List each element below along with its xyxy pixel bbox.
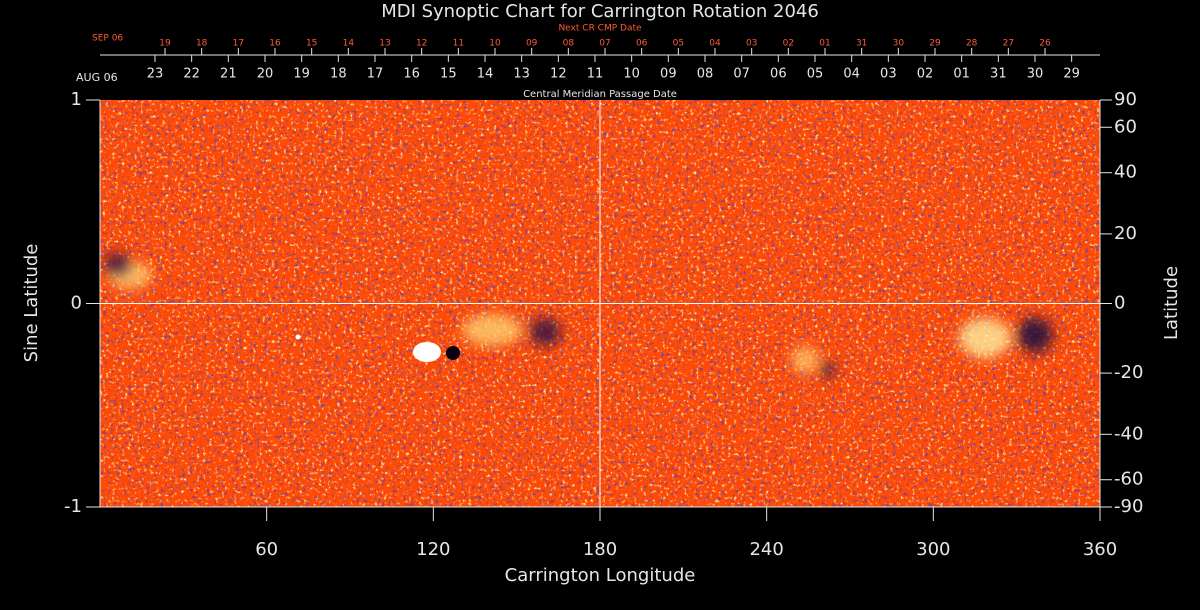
date-label: 26	[1039, 39, 1051, 49]
region	[462, 314, 522, 346]
y-tick-label: 0	[71, 293, 82, 314]
y2-axis-label: Latitude	[1161, 266, 1182, 340]
date-label: 12	[416, 39, 427, 49]
y2-tick-label: 40	[1114, 162, 1137, 183]
date-axis-label: Central Meridian Passage Date	[523, 89, 677, 100]
region	[529, 318, 561, 346]
date-label: 18	[330, 67, 347, 82]
y-tick-label: 1	[71, 89, 82, 110]
y2-tick-label: 60	[1114, 116, 1137, 137]
date-label: 09	[660, 67, 677, 82]
y2-tick-label: 20	[1114, 223, 1137, 244]
top-axis-label: Next CR CMP Date	[558, 24, 642, 34]
date-label: 08	[563, 39, 575, 49]
y-axis-label: Sine Latitude	[21, 244, 42, 363]
y2-tick-label: -40	[1114, 423, 1143, 444]
date-label: 15	[440, 67, 457, 82]
date-label: 20	[257, 67, 274, 82]
y2-tick-label: -90	[1114, 496, 1143, 517]
y2-tick-label: -20	[1114, 362, 1143, 383]
date-label: 09	[526, 39, 538, 49]
date-label: 01	[953, 67, 970, 82]
date-axis-start: AUG 06	[76, 71, 118, 84]
date-label: 05	[673, 39, 684, 49]
region	[1017, 317, 1053, 353]
region	[959, 318, 1011, 358]
date-label: 11	[453, 39, 464, 49]
date-label: 29	[1063, 67, 1080, 82]
date-label: 23	[147, 67, 164, 82]
date-label: 12	[550, 67, 567, 82]
date-label: 19	[159, 39, 171, 49]
date-label: 17	[367, 67, 384, 82]
date-label: 06	[636, 39, 648, 49]
x-tick-label: 360	[1083, 539, 1117, 560]
date-label: 03	[880, 67, 897, 82]
date-label: 16	[403, 67, 420, 82]
date-label: 30	[893, 39, 905, 49]
x-axis-label: Carrington Longitude	[505, 565, 696, 586]
date-label: 21	[220, 67, 237, 82]
date-label: 11	[587, 67, 604, 82]
x-tick-label: 240	[749, 539, 783, 560]
sunspot-positive	[413, 342, 441, 362]
date-label: 07	[733, 67, 750, 82]
date-label: 15	[306, 39, 317, 49]
date-label: 14	[477, 67, 494, 82]
region	[820, 362, 836, 378]
date-label: 31	[856, 39, 867, 49]
date-label: 02	[917, 67, 934, 82]
date-label: 07	[599, 39, 610, 49]
date-label: 01	[819, 39, 830, 49]
top-axis-start: SEP 06	[92, 34, 123, 44]
date-label: 16	[269, 39, 281, 49]
date-label: 29	[929, 39, 941, 49]
date-label: 27	[1003, 39, 1014, 49]
date-label: 14	[343, 39, 355, 49]
date-label: 31	[990, 67, 1007, 82]
date-label: 17	[233, 39, 244, 49]
sunspot-negative	[446, 346, 460, 360]
x-tick-label: 300	[916, 539, 950, 560]
date-label: 13	[513, 67, 530, 82]
date-label: 19	[293, 67, 310, 82]
x-tick-label: 180	[583, 539, 617, 560]
region	[104, 253, 132, 277]
date-label: 02	[783, 39, 794, 49]
date-label: 10	[489, 39, 501, 49]
date-label: 28	[966, 39, 978, 49]
date-label: 13	[379, 39, 390, 49]
x-tick-label: 60	[255, 539, 278, 560]
y2-tick-label: 90	[1114, 89, 1137, 110]
date-label: 10	[623, 67, 640, 82]
date-label: 05	[807, 67, 824, 82]
y2-tick-label: 0	[1114, 293, 1125, 314]
date-label: 04	[709, 39, 721, 49]
date-label: 18	[196, 39, 208, 49]
date-label: 22	[183, 67, 200, 82]
y2-tick-label: -60	[1114, 469, 1143, 490]
region	[791, 346, 819, 374]
date-label: 30	[1027, 67, 1044, 82]
active-regions	[104, 253, 1053, 378]
x-tick-label: 120	[416, 539, 450, 560]
chart-title: MDI Synoptic Chart for Carrington Rotati…	[381, 1, 819, 22]
date-label: 03	[746, 39, 757, 49]
y-tick-label: -1	[64, 496, 82, 517]
date-label: 04	[843, 67, 860, 82]
date-label: 06	[770, 67, 787, 82]
date-label: 08	[697, 67, 714, 82]
sunspot-positive	[295, 334, 301, 340]
